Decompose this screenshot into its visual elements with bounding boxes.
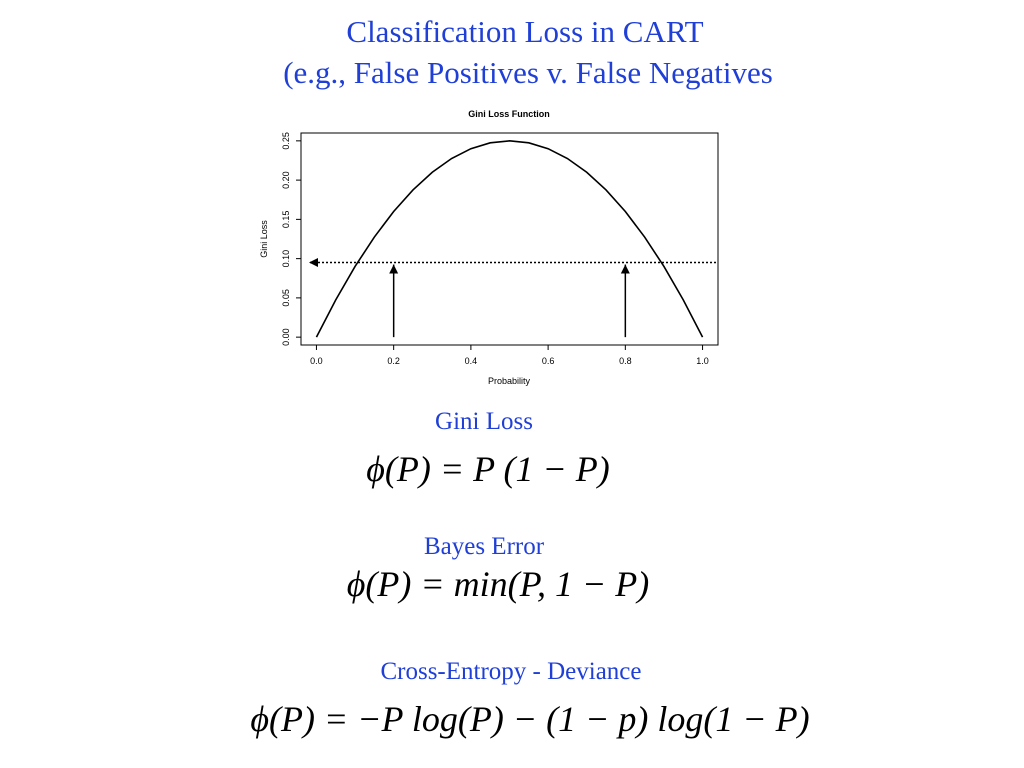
y-tick-label: 0.15 xyxy=(281,211,291,229)
line-series xyxy=(315,140,704,338)
y-tick-label: 0.20 xyxy=(281,171,291,189)
y-tick-label: 0.25 xyxy=(281,132,291,150)
formula: ϕ(P) = −P log(P) − (1 − p) log(1 − P) xyxy=(250,699,809,739)
slide-title: (e.g., False Positives v. False Negative… xyxy=(283,55,773,90)
plot-frame xyxy=(300,132,719,346)
x-tick-label: 0.0 xyxy=(310,356,323,366)
formula: ϕ(P) = min(P, 1 − P) xyxy=(347,564,650,604)
y-axis-label: Gini Loss xyxy=(259,220,269,258)
formula: ϕ(P) = P (1 − P) xyxy=(366,449,610,489)
y-tick-label: 0.10 xyxy=(281,250,291,268)
y-tick-label: 0.05 xyxy=(281,289,291,307)
slide-title: Classification Loss in CART xyxy=(346,14,703,49)
x-tick-label: 0.8 xyxy=(619,356,632,366)
x-tick-label: 0.2 xyxy=(387,356,400,366)
y-tick-label: 0.00 xyxy=(281,328,291,346)
chart-title: Gini Loss Function xyxy=(468,109,550,119)
section-heading: Bayes Error xyxy=(424,533,545,560)
x-tick-label: 1.0 xyxy=(696,356,709,366)
section-heading: Cross-Entropy - Deviance xyxy=(380,658,641,685)
x-tick-label: 0.6 xyxy=(542,356,555,366)
section-heading: Gini Loss xyxy=(435,408,533,435)
x-axis-label: Probability xyxy=(488,376,531,386)
x-tick-label: 0.4 xyxy=(465,356,478,366)
